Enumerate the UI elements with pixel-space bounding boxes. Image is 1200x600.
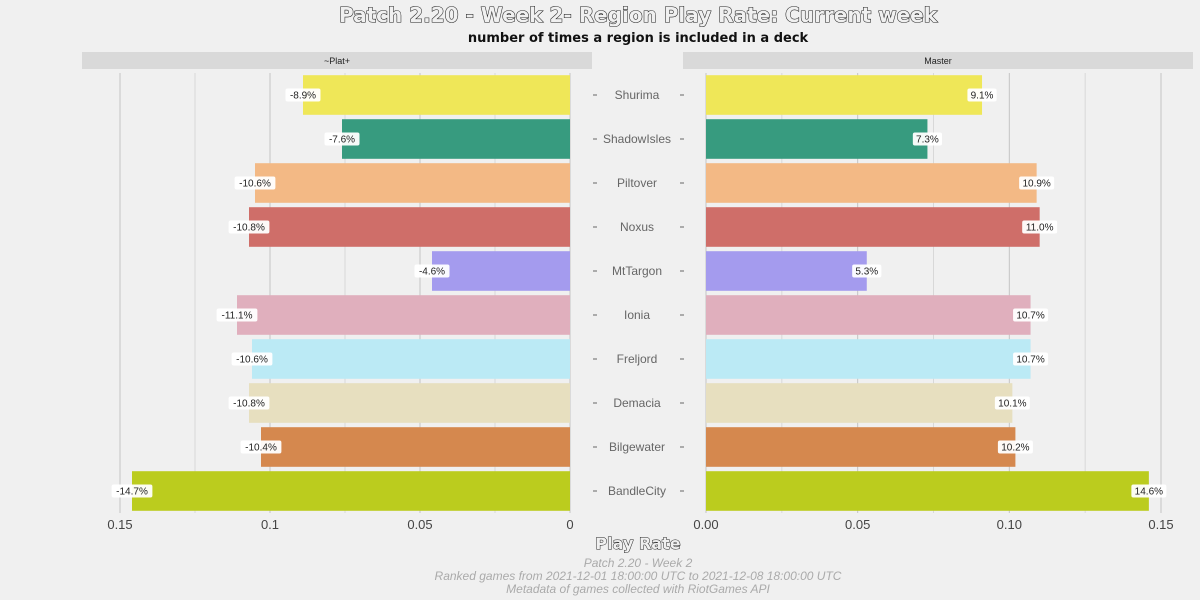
x-tick-label-left: 0	[566, 517, 573, 532]
data-label-left-ionia-bg	[216, 308, 258, 322]
category-label-freljord: Freljord	[617, 352, 658, 366]
bar-right-piltover	[706, 163, 1037, 203]
bar-right-freljord	[706, 339, 1031, 379]
x-axis-title: Play Rate	[595, 534, 680, 553]
category-label-piltover: Piltover	[617, 176, 657, 190]
data-label-left-ionia: -11.1%	[222, 311, 253, 322]
bar-right-demacia	[706, 383, 1013, 423]
data-label-left-bilgewater-bg	[240, 440, 282, 454]
data-label-left-bandlecity-bg	[111, 484, 153, 498]
data-label-right-shurima: 9.1%	[971, 91, 994, 102]
bar-right-bilgewater	[706, 427, 1016, 467]
category-label-shurima: Shurima	[615, 88, 660, 102]
category-label-mttargon: MtTargon	[612, 264, 662, 278]
data-label-right-mttargon: 5.3%	[855, 267, 878, 278]
bar-left-bandlecity	[132, 471, 570, 511]
data-label-right-ionia: 10.7%	[1016, 311, 1044, 322]
x-tick-label-left: 0.15	[107, 517, 132, 532]
bar-left-shurima	[303, 75, 570, 115]
data-label-left-mttargon-bg	[414, 264, 450, 278]
bar-left-noxus	[249, 207, 570, 247]
data-label-right-demacia: 10.1%	[998, 399, 1026, 410]
bar-left-mttargon	[432, 251, 570, 291]
data-label-left-freljord-bg	[231, 352, 273, 366]
data-label-right-bandlecity-bg	[1131, 484, 1167, 498]
x-tick-label-left: 0.05	[407, 517, 432, 532]
data-label-left-shurima: -8.9%	[290, 91, 316, 102]
data-label-right-shurima-bg	[967, 88, 997, 102]
data-label-left-bandlecity: -14.7%	[116, 487, 148, 498]
bar-right-ionia	[706, 295, 1031, 335]
bar-right-shurima	[706, 75, 983, 115]
data-label-left-piltover: -10.6%	[239, 179, 271, 190]
panel-strip-right-label: Master	[924, 56, 952, 66]
data-label-right-shadowisles: 7.3%	[916, 135, 939, 146]
category-label-bandlecity: BandleCity	[608, 484, 666, 498]
x-tick-label-right: 0.10	[997, 517, 1022, 532]
bar-left-ionia	[237, 295, 570, 335]
data-label-left-mttargon: -4.6%	[419, 267, 445, 278]
data-label-left-bilgewater: -10.4%	[245, 443, 277, 454]
data-label-left-shurima-bg	[285, 88, 321, 102]
data-label-right-freljord-bg	[1013, 352, 1049, 366]
chart-title: Patch 2.20 - Week 2- Region Play Rate: C…	[339, 3, 938, 27]
bar-left-piltover	[255, 163, 570, 203]
data-label-right-noxus-bg	[1022, 220, 1058, 234]
caption-line-2: Ranked games from 2021-12-01 18:00:00 UT…	[435, 569, 842, 583]
chart-subtitle: number of times a region is included in …	[468, 31, 809, 46]
data-label-right-bandlecity: 14.6%	[1135, 487, 1163, 498]
category-label-demacia: Demacia	[613, 396, 661, 410]
data-label-right-noxus: 11.0%	[1026, 223, 1054, 234]
panel-strip-left	[82, 52, 592, 69]
x-tick-label-left: 0.1	[261, 517, 279, 532]
category-label-bilgewater: Bilgewater	[609, 440, 665, 454]
x-tick-label-right: 0.15	[1148, 517, 1173, 532]
panel-strip-right	[683, 52, 1193, 69]
data-label-right-freljord: 10.7%	[1016, 355, 1044, 366]
bar-left-bilgewater	[261, 427, 570, 467]
x-tick-label-right: 0.00	[693, 517, 718, 532]
data-label-left-demacia: -10.8%	[233, 399, 265, 410]
bar-left-shadowisles	[342, 119, 570, 159]
caption-line-3: Metadata of games collected with RiotGam…	[506, 582, 770, 596]
x-tick-label-right: 0.05	[845, 517, 870, 532]
data-label-left-noxus-bg	[228, 220, 270, 234]
data-label-right-piltover: 10.9%	[1022, 179, 1050, 190]
panel-strip-left-label: ~Plat+	[324, 56, 350, 66]
data-label-right-demacia-bg	[994, 396, 1030, 410]
bar-right-bandlecity	[706, 471, 1149, 511]
data-label-right-bilgewater: 10.2%	[1001, 443, 1029, 454]
data-label-left-shadowisles: -7.6%	[329, 135, 355, 146]
category-label-shadowisles: ShadowIsles	[603, 132, 671, 146]
bar-right-noxus	[706, 207, 1040, 247]
category-label-noxus: Noxus	[620, 220, 654, 234]
data-label-right-piltover-bg	[1019, 176, 1055, 190]
category-label-ionia: Ionia	[624, 308, 650, 322]
data-label-left-demacia-bg	[228, 396, 270, 410]
bar-right-shadowisles	[706, 119, 928, 159]
bar-left-freljord	[252, 339, 570, 379]
data-label-right-bilgewater-bg	[997, 440, 1033, 454]
bar-right-mttargon	[706, 251, 867, 291]
data-label-left-freljord: -10.6%	[236, 355, 268, 366]
data-label-left-shadowisles-bg	[324, 132, 360, 146]
bar-left-demacia	[249, 383, 570, 423]
data-label-right-ionia-bg	[1013, 308, 1049, 322]
data-label-left-piltover-bg	[234, 176, 276, 190]
caption-line-1: Patch 2.20 - Week 2	[584, 556, 693, 570]
data-label-left-noxus: -10.8%	[233, 223, 265, 234]
data-label-right-shadowisles-bg	[912, 132, 943, 146]
data-label-right-mttargon-bg	[852, 264, 882, 278]
